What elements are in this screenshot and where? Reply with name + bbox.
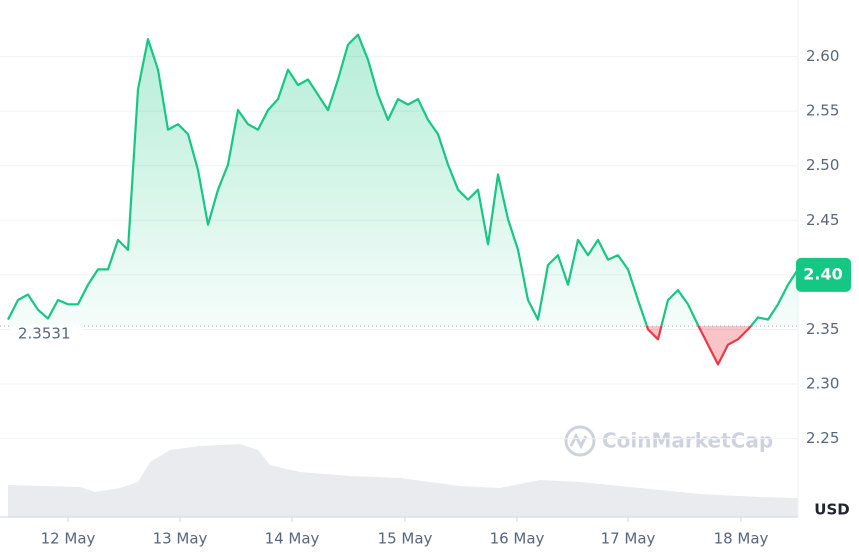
baseline-label-bg: [10, 325, 82, 344]
x-tick-label: 17 May: [601, 530, 656, 548]
y-tick-label: 2.30: [806, 375, 839, 393]
x-tick-label: 13 May: [153, 530, 208, 548]
y-tick-label: 2.35: [806, 320, 839, 338]
y-tick-label: 2.60: [806, 47, 839, 65]
watermark: CoinMarketCap: [564, 425, 773, 457]
currency-label: USD: [814, 501, 849, 519]
y-tick-label: 2.45: [806, 211, 839, 229]
baseline-label: 2.3531: [18, 325, 71, 343]
y-tick-label: 2.25: [806, 429, 839, 447]
watermark-text: CoinMarketCap: [602, 429, 773, 453]
y-tick-label: 2.50: [806, 156, 839, 174]
price-area: [8, 34, 798, 365]
x-tick-label: 15 May: [378, 530, 433, 548]
x-tick-label: 16 May: [490, 530, 545, 548]
current-price-label: 2.40: [803, 264, 842, 283]
x-tick-label: 14 May: [265, 530, 320, 548]
price-line: [7, 33, 799, 366]
current-price-badge: [796, 257, 851, 292]
y-tick-label: 2.55: [806, 102, 839, 120]
volume-area: [8, 444, 798, 517]
x-tick-label: 12 May: [41, 530, 96, 548]
x-tick-label: 18 May: [714, 530, 769, 548]
